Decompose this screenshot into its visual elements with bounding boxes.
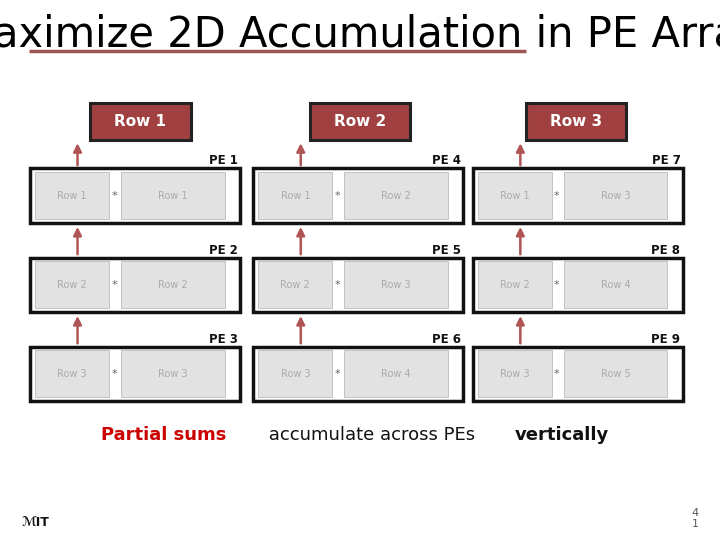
Text: Row 2: Row 2 xyxy=(334,114,386,129)
Text: Row 2: Row 2 xyxy=(58,280,87,290)
Text: Row 1: Row 1 xyxy=(114,114,166,129)
FancyBboxPatch shape xyxy=(35,261,109,308)
Text: PE 3: PE 3 xyxy=(209,333,238,346)
Text: Row 3: Row 3 xyxy=(601,191,631,201)
Text: accumulate across PEs: accumulate across PEs xyxy=(263,426,481,444)
Text: ℳIT: ℳIT xyxy=(22,516,50,529)
Text: Row 2: Row 2 xyxy=(281,280,310,290)
Text: Row 3: Row 3 xyxy=(58,369,87,379)
FancyBboxPatch shape xyxy=(30,258,240,312)
Text: *: * xyxy=(111,191,117,201)
FancyBboxPatch shape xyxy=(478,172,552,219)
FancyBboxPatch shape xyxy=(121,172,225,219)
Text: vertically: vertically xyxy=(515,426,609,444)
Text: PE 7: PE 7 xyxy=(652,154,680,167)
FancyBboxPatch shape xyxy=(121,350,225,397)
FancyBboxPatch shape xyxy=(564,350,667,397)
FancyBboxPatch shape xyxy=(344,261,448,308)
Text: *: * xyxy=(111,369,117,379)
Text: Row 3: Row 3 xyxy=(550,114,602,129)
Text: *: * xyxy=(554,280,559,290)
Text: PE 8: PE 8 xyxy=(652,244,680,256)
Text: Partial sums: Partial sums xyxy=(101,426,226,444)
FancyBboxPatch shape xyxy=(258,350,332,397)
FancyBboxPatch shape xyxy=(526,103,626,140)
FancyBboxPatch shape xyxy=(258,172,332,219)
Text: PE 5: PE 5 xyxy=(432,244,461,256)
Text: Row 3: Row 3 xyxy=(158,369,188,379)
FancyBboxPatch shape xyxy=(258,261,332,308)
FancyBboxPatch shape xyxy=(35,350,109,397)
Text: Row 1: Row 1 xyxy=(58,191,87,201)
FancyBboxPatch shape xyxy=(478,261,552,308)
Text: *: * xyxy=(111,280,117,290)
FancyBboxPatch shape xyxy=(310,103,410,140)
Text: Maximize 2D Accumulation in PE Array: Maximize 2D Accumulation in PE Array xyxy=(0,14,720,56)
FancyBboxPatch shape xyxy=(90,103,191,140)
Text: Row 2: Row 2 xyxy=(158,280,188,290)
Text: Row 2: Row 2 xyxy=(500,280,530,290)
Text: Row 1: Row 1 xyxy=(281,191,310,201)
Text: *: * xyxy=(334,280,340,290)
Text: PE 1: PE 1 xyxy=(209,154,238,167)
FancyBboxPatch shape xyxy=(344,350,448,397)
FancyBboxPatch shape xyxy=(564,261,667,308)
Text: Row 3: Row 3 xyxy=(382,280,411,290)
Text: Row 1: Row 1 xyxy=(500,191,530,201)
Text: Row 1: Row 1 xyxy=(158,191,188,201)
Text: Row 2: Row 2 xyxy=(381,191,411,201)
FancyBboxPatch shape xyxy=(253,347,463,401)
FancyBboxPatch shape xyxy=(30,168,240,223)
Text: *: * xyxy=(554,191,559,201)
Text: PE 9: PE 9 xyxy=(652,333,680,346)
Text: *: * xyxy=(334,191,340,201)
FancyBboxPatch shape xyxy=(253,258,463,312)
FancyBboxPatch shape xyxy=(478,350,552,397)
FancyBboxPatch shape xyxy=(344,172,448,219)
FancyBboxPatch shape xyxy=(564,172,667,219)
Text: Row 4: Row 4 xyxy=(382,369,411,379)
Text: *: * xyxy=(334,369,340,379)
Text: PE 6: PE 6 xyxy=(432,333,461,346)
Text: *: * xyxy=(554,369,559,379)
Text: Row 5: Row 5 xyxy=(600,369,631,379)
FancyBboxPatch shape xyxy=(30,347,240,401)
FancyBboxPatch shape xyxy=(253,168,463,223)
Text: 4
1: 4 1 xyxy=(691,508,698,529)
FancyBboxPatch shape xyxy=(35,172,109,219)
Text: PE 2: PE 2 xyxy=(209,244,238,256)
Text: Row 3: Row 3 xyxy=(281,369,310,379)
FancyBboxPatch shape xyxy=(473,258,683,312)
Text: PE 4: PE 4 xyxy=(432,154,461,167)
Text: Row 3: Row 3 xyxy=(500,369,530,379)
FancyBboxPatch shape xyxy=(473,347,683,401)
FancyBboxPatch shape xyxy=(121,261,225,308)
FancyBboxPatch shape xyxy=(473,168,683,223)
Text: Row 4: Row 4 xyxy=(601,280,631,290)
